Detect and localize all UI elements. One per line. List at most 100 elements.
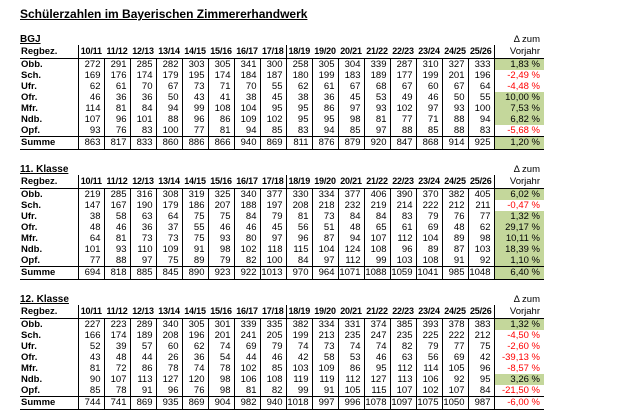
value-cell: 102 xyxy=(390,103,417,114)
section-label: BGJ xyxy=(20,34,41,45)
value-cell: 82 xyxy=(260,385,287,397)
value-cell: 98 xyxy=(208,385,235,397)
value-cell: 83 xyxy=(130,125,157,137)
value-cell: 85 xyxy=(78,385,105,397)
year-column-header: 21/22 xyxy=(364,175,390,189)
value-cell: 112 xyxy=(390,233,417,244)
year-column-header: 15/16 xyxy=(208,45,234,59)
value-cell: 377 xyxy=(260,188,287,200)
summe-delta-cell: 6,40 % xyxy=(494,266,544,280)
summe-value-cell: 940 xyxy=(260,396,287,410)
value-cell: 93 xyxy=(78,125,105,137)
year-column-header: 22/23 xyxy=(390,45,416,59)
value-cell: 26 xyxy=(156,352,183,363)
year-column-header: 18/19 xyxy=(286,175,312,189)
value-cell: 96 xyxy=(286,233,313,244)
value-cell: 85 xyxy=(260,363,287,374)
year-column-header: 22/23 xyxy=(390,305,416,319)
year-column-header: 12/13 xyxy=(130,175,156,189)
value-cell: 107 xyxy=(364,233,391,244)
value-cell: 48 xyxy=(78,222,105,233)
column-header-row: Regbez. 10/11 11/12 12/13 13/14 14/15 15/16 16/… xyxy=(20,45,544,59)
summe-value-cell: 997 xyxy=(312,396,339,410)
delta-header-line1: Δ zum xyxy=(513,34,540,45)
table-row: Opf. 77 88 97 75 89 79 82 100 84 97 112 99 103 108 91 92… xyxy=(20,255,544,267)
value-cell: 92 xyxy=(468,255,495,267)
region-label: Sch. xyxy=(20,330,79,341)
delta-cell: 6,02 % xyxy=(494,188,544,200)
value-cell: 196 xyxy=(468,70,495,81)
value-cell: 340 xyxy=(234,188,261,200)
value-cell: 75 xyxy=(182,211,209,222)
value-cell: 77 xyxy=(182,125,209,137)
value-cell: 119 xyxy=(286,374,313,385)
value-cell: 109 xyxy=(156,244,183,255)
value-cell: 208 xyxy=(156,330,183,341)
value-cell: 93 xyxy=(442,103,469,114)
value-cell: 97 xyxy=(130,255,157,267)
value-cell: 325 xyxy=(208,188,235,200)
value-cell: 96 xyxy=(390,244,417,255)
value-cell: 219 xyxy=(364,200,391,211)
year-column-header: 23/24 xyxy=(416,45,442,59)
section-label-cell: BGJ xyxy=(20,32,494,45)
year-column-header: 20/21 xyxy=(338,305,364,319)
value-cell: 196 xyxy=(182,330,209,341)
value-cell: 96 xyxy=(468,363,495,374)
value-cell: 119 xyxy=(312,374,339,385)
value-cell: 78 xyxy=(156,363,183,374)
region-label: Ndb. xyxy=(20,114,79,125)
value-cell: 85 xyxy=(416,125,443,137)
delta-header-line1: Δ zum xyxy=(513,294,540,305)
value-cell: 305 xyxy=(208,58,235,70)
year-column-header: 22/23 xyxy=(390,175,416,189)
value-cell: 74 xyxy=(208,341,235,352)
year-column-header: 19/20 xyxy=(312,305,338,319)
value-cell: 105 xyxy=(442,363,469,374)
table-row: Mfr. 64 81 73 73 75 93 80 97 96 87 94 107 112 104 89 98 1… xyxy=(20,233,544,244)
row-header-label: Regbez. xyxy=(20,305,79,319)
value-cell: 74 xyxy=(182,363,209,374)
value-cell: 305 xyxy=(312,58,339,70)
value-cell: 55 xyxy=(182,222,209,233)
summe-value-cell: 860 xyxy=(156,136,183,150)
value-cell: 99 xyxy=(364,255,391,267)
value-cell: 75 xyxy=(182,233,209,244)
region-label: Ndb. xyxy=(20,244,79,255)
value-cell: 112 xyxy=(338,374,365,385)
summe-value-cell: 868 xyxy=(416,136,443,150)
value-cell: 84 xyxy=(234,211,261,222)
summe-row: Summe 744 741 869 935 869 904 982 940 1018 997 996 1… xyxy=(20,396,544,410)
value-cell: 86 xyxy=(208,114,235,125)
delta-cell: 1,32 % xyxy=(494,318,544,330)
table-row: Ndb. 90 107 113 127 120 98 106 108 119 119 112 127 11… xyxy=(20,374,544,385)
value-cell: 177 xyxy=(390,70,417,81)
value-cell: 232 xyxy=(338,200,365,211)
section-header-row: BGJ Δ zum xyxy=(20,32,544,45)
summe-value-cell: 869 xyxy=(182,396,209,410)
value-cell: 305 xyxy=(182,318,209,330)
value-cell: 214 xyxy=(390,200,417,211)
value-cell: 166 xyxy=(78,330,105,341)
value-cell: 62 xyxy=(468,222,495,233)
value-cell: 93 xyxy=(208,233,235,244)
value-cell: 207 xyxy=(208,200,235,211)
value-cell: 108 xyxy=(208,103,235,114)
value-cell: 38 xyxy=(78,211,105,222)
value-cell: 339 xyxy=(234,318,261,330)
value-cell: 79 xyxy=(260,341,287,352)
value-cell: 42 xyxy=(468,352,495,363)
value-cell: 58 xyxy=(104,211,131,222)
value-cell: 84 xyxy=(130,103,157,114)
value-cell: 36 xyxy=(130,92,157,103)
value-cell: 55 xyxy=(260,81,287,92)
value-cell: 60 xyxy=(156,341,183,352)
year-column-header: 10/11 xyxy=(78,45,104,59)
value-cell: 39 xyxy=(104,341,131,352)
year-column-header: 17/18 xyxy=(260,305,287,319)
value-cell: 63 xyxy=(130,211,157,222)
value-cell: 189 xyxy=(130,330,157,341)
value-cell: 62 xyxy=(78,81,105,92)
data-table-bgj: BGJ Δ zum Regbez. 10/11 11/12 12/13 13/14 14/15… xyxy=(20,32,544,150)
